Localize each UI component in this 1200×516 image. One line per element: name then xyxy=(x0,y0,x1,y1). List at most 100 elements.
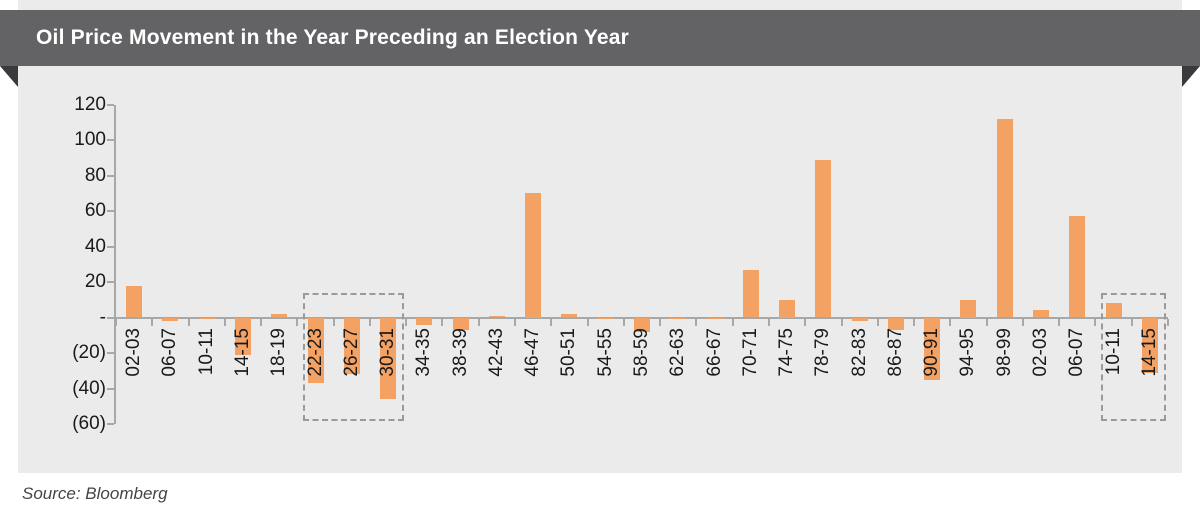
x-axis-label: 70-71 xyxy=(739,327,761,377)
x-axis-tick xyxy=(876,318,879,326)
x-axis-label: 18-19 xyxy=(268,327,290,377)
bar xyxy=(706,317,723,319)
bar xyxy=(1105,303,1122,318)
y-axis-label: 60 xyxy=(84,200,106,221)
x-axis-tick xyxy=(187,318,190,326)
x-axis-label: 34-35 xyxy=(413,327,435,377)
x-axis-tick xyxy=(1021,318,1024,326)
x-axis-label: 58-59 xyxy=(631,327,652,377)
x-axis-label: 86-87 xyxy=(884,327,906,377)
y-axis-label: (20) xyxy=(72,342,106,363)
x-axis-tick xyxy=(550,318,553,326)
y-axis-label: 20 xyxy=(84,271,106,292)
bar xyxy=(815,159,832,318)
x-axis-label: 02-03 xyxy=(1030,327,1052,377)
y-axis-tick xyxy=(107,316,114,319)
y-axis-label: (40) xyxy=(72,377,106,399)
x-axis-tick xyxy=(1130,318,1133,326)
x-axis-tick xyxy=(985,318,988,326)
x-axis-tick xyxy=(514,318,517,326)
y-axis-tick xyxy=(107,352,114,354)
x-axis-label: 74-75 xyxy=(776,327,798,377)
x-axis-label: 46-47 xyxy=(522,327,544,377)
x-axis-label: 90-91 xyxy=(921,327,943,377)
x-axis-label: 94-95 xyxy=(957,327,979,377)
x-axis-label: 38-39 xyxy=(449,327,471,377)
bar xyxy=(851,317,868,322)
x-axis-tick xyxy=(260,318,263,326)
bar xyxy=(343,317,360,375)
y-axis-tick xyxy=(107,423,114,425)
x-axis-tick xyxy=(441,318,444,326)
bar xyxy=(307,317,324,384)
x-axis-label: 62-63 xyxy=(667,327,689,377)
x-axis-label: 06-07 xyxy=(159,327,181,377)
x-axis-tick xyxy=(731,318,734,326)
bar xyxy=(234,317,251,355)
y-axis-tick xyxy=(107,281,114,283)
bar xyxy=(488,315,505,318)
bar xyxy=(960,299,977,318)
chart-title: Oil Price Movement in the Year Preceding… xyxy=(36,26,630,49)
bar xyxy=(271,313,288,318)
bar xyxy=(198,317,215,319)
x-axis-tick xyxy=(1167,318,1169,326)
x-axis-tick xyxy=(477,318,480,326)
y-axis-label: (60) xyxy=(72,413,106,434)
x-axis-tick xyxy=(949,318,952,326)
bar xyxy=(126,285,143,318)
x-axis-tick xyxy=(405,318,408,326)
bar xyxy=(924,317,941,380)
chart-panel xyxy=(18,0,1182,473)
y-axis-label: - xyxy=(99,306,106,328)
x-axis-label: 66-67 xyxy=(703,327,725,377)
x-axis-label: 50-51 xyxy=(558,327,580,377)
title-banner: Oil Price Movement in the Year Preceding… xyxy=(0,10,1200,66)
source-note: Source: Bloomberg xyxy=(22,484,168,503)
x-axis-tick xyxy=(840,318,843,326)
x-axis-tick xyxy=(368,318,371,326)
x-axis-tick xyxy=(804,318,807,326)
x-axis-label: 06-07 xyxy=(1066,327,1088,377)
x-axis-tick xyxy=(622,318,625,326)
bar xyxy=(1069,216,1086,318)
bar xyxy=(742,269,759,318)
y-axis-line xyxy=(114,104,116,424)
x-axis-tick xyxy=(115,318,117,326)
bar xyxy=(561,313,578,318)
bar xyxy=(1141,317,1158,373)
y-axis-tick xyxy=(107,103,114,106)
bar xyxy=(996,118,1013,318)
x-axis-tick xyxy=(659,318,662,326)
x-axis-tick xyxy=(1094,318,1097,326)
bar xyxy=(887,317,904,330)
x-axis-tick xyxy=(1058,318,1061,326)
y-axis-tick xyxy=(107,174,114,177)
bar xyxy=(597,317,614,319)
x-axis-tick xyxy=(332,318,335,326)
x-axis-tick xyxy=(695,318,698,326)
x-axis-label: 82-83 xyxy=(848,327,870,377)
x-axis-label: 10-11 xyxy=(195,327,217,375)
x-axis-label: 42-43 xyxy=(485,327,507,377)
bar xyxy=(1033,310,1050,318)
y-axis-label: 100 xyxy=(74,129,106,150)
bar xyxy=(634,317,650,332)
x-axis-tick xyxy=(586,318,589,326)
y-axis-label: 40 xyxy=(84,235,106,257)
x-axis-tick xyxy=(296,318,299,326)
x-axis-label: 14-15 xyxy=(231,327,253,377)
bar xyxy=(416,317,433,325)
y-axis-tick xyxy=(107,139,114,141)
x-axis-tick xyxy=(223,318,226,326)
x-axis-label: 78-79 xyxy=(812,327,834,377)
y-axis-tick xyxy=(107,210,114,212)
highlight-box xyxy=(302,293,405,421)
bar xyxy=(779,299,796,318)
highlight-box xyxy=(1100,293,1166,421)
x-axis-tick xyxy=(767,318,770,326)
x-axis-label: 02-03 xyxy=(123,327,145,377)
bar xyxy=(670,317,687,319)
